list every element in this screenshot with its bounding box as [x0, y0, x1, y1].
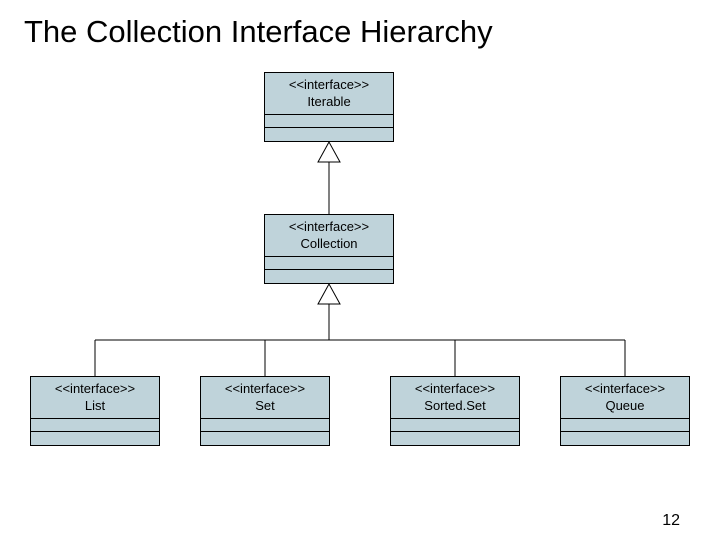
attributes-compartment: [265, 257, 393, 270]
node-queue: <<interface>> Queue: [560, 376, 690, 446]
node-queue-head: <<interface>> Queue: [561, 377, 689, 419]
stereotype-label: <<interface>>: [395, 381, 515, 397]
stereotype-label: <<interface>>: [269, 77, 389, 93]
operations-compartment: [561, 432, 689, 445]
node-sortedset: <<interface>> Sorted.Set: [390, 376, 520, 446]
node-collection-head: <<interface>> Collection: [265, 215, 393, 257]
class-name-label: Sorted.Set: [395, 398, 515, 414]
node-set-head: <<interface>> Set: [201, 377, 329, 419]
node-collection: <<interface>> Collection: [264, 214, 394, 284]
operations-compartment: [201, 432, 329, 445]
node-iterable-head: <<interface>> Iterable: [265, 73, 393, 115]
node-sortedset-head: <<interface>> Sorted.Set: [391, 377, 519, 419]
operations-compartment: [31, 432, 159, 445]
attributes-compartment: [561, 419, 689, 432]
node-set: <<interface>> Set: [200, 376, 330, 446]
node-iterable: <<interface>> Iterable: [264, 72, 394, 142]
node-list: <<interface>> List: [30, 376, 160, 446]
stereotype-label: <<interface>>: [269, 219, 389, 235]
stereotype-label: <<interface>>: [565, 381, 685, 397]
operations-compartment: [265, 270, 393, 283]
attributes-compartment: [201, 419, 329, 432]
node-list-head: <<interface>> List: [31, 377, 159, 419]
attributes-compartment: [265, 115, 393, 128]
operations-compartment: [391, 432, 519, 445]
stereotype-label: <<interface>>: [35, 381, 155, 397]
class-name-label: List: [35, 398, 155, 414]
class-name-label: Collection: [269, 236, 389, 252]
page-number: 12: [662, 512, 680, 530]
attributes-compartment: [391, 419, 519, 432]
operations-compartment: [265, 128, 393, 141]
page-title: The Collection Interface Hierarchy: [24, 14, 493, 50]
class-name-label: Set: [205, 398, 325, 414]
attributes-compartment: [31, 419, 159, 432]
class-name-label: Iterable: [269, 94, 389, 110]
stereotype-label: <<interface>>: [205, 381, 325, 397]
class-name-label: Queue: [565, 398, 685, 414]
